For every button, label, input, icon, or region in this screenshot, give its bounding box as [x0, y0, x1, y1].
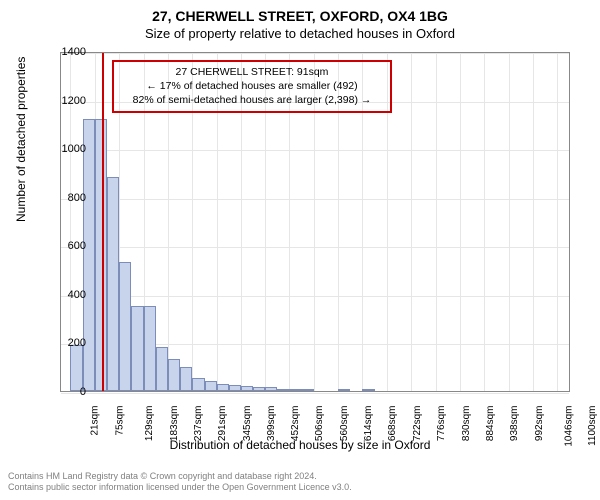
gridline-v [509, 53, 510, 391]
histogram-bar [70, 345, 82, 391]
x-tick-label: 614sqm [363, 406, 374, 442]
histogram-bar [180, 367, 192, 391]
gridline-h [61, 247, 569, 248]
y-axis-label: Number of detached properties [14, 57, 28, 222]
x-tick-label: 75sqm [114, 406, 125, 436]
x-tick-label: 722sqm [412, 406, 423, 442]
x-tick-label: 345sqm [242, 406, 253, 442]
annotation-line2: ← 17% of detached houses are smaller (49… [119, 79, 385, 93]
y-tick-label: 200 [46, 337, 86, 349]
x-tick-label: 938sqm [509, 406, 520, 442]
histogram-bar [107, 177, 119, 391]
histogram-bar [119, 262, 131, 391]
reference-line [102, 53, 104, 391]
gridline-v [460, 53, 461, 391]
histogram-bar [205, 381, 217, 391]
histogram-bar [217, 384, 229, 391]
x-tick-label: 183sqm [169, 406, 180, 442]
histogram-bar [229, 385, 241, 391]
annotation-line3: 82% of semi-detached houses are larger (… [119, 93, 385, 107]
y-tick-label: 1200 [46, 95, 86, 107]
footer-attribution: Contains HM Land Registry data © Crown c… [8, 471, 352, 494]
histogram-bar [168, 359, 180, 391]
y-tick-label: 600 [46, 240, 86, 252]
gridline-h [61, 199, 569, 200]
histogram-bar [95, 119, 107, 391]
x-tick-label: 506sqm [314, 406, 325, 442]
y-tick-label: 0 [46, 386, 86, 398]
y-tick-label: 1000 [46, 143, 86, 155]
gridline-v [484, 53, 485, 391]
histogram-bar [192, 378, 204, 391]
histogram-bar [131, 306, 143, 391]
histogram-bar [83, 119, 95, 391]
y-tick-label: 1400 [46, 46, 86, 58]
x-tick-label: 291sqm [217, 406, 228, 442]
x-tick-label: 830sqm [461, 406, 472, 442]
histogram-bar [302, 389, 314, 391]
gridline-h [61, 296, 569, 297]
histogram-bar [156, 347, 168, 391]
gridline-h [61, 150, 569, 151]
chart-title-main: 27, CHERWELL STREET, OXFORD, OX4 1BG [0, 0, 600, 24]
histogram-bar [144, 306, 156, 391]
gridline-v [436, 53, 437, 391]
annotation-line1: 27 CHERWELL STREET: 91sqm [119, 65, 385, 79]
x-tick-label: 776sqm [436, 406, 447, 442]
footer-line2: Contains public sector information licen… [8, 482, 352, 494]
histogram-bar [338, 389, 350, 391]
x-tick-label: 1100sqm [587, 406, 598, 446]
gridline-v [557, 53, 558, 391]
x-tick-label: 668sqm [388, 406, 399, 442]
x-tick-label: 1046sqm [564, 406, 575, 447]
histogram-bar [362, 389, 374, 391]
gridline-v [411, 53, 412, 391]
x-tick-label: 452sqm [290, 406, 301, 442]
x-tick-label: 129sqm [144, 406, 155, 442]
histogram-bar [241, 386, 253, 391]
y-tick-label: 400 [46, 289, 86, 301]
histogram-bar [265, 387, 277, 391]
x-tick-label: 237sqm [193, 406, 204, 442]
chart-title-sub: Size of property relative to detached ho… [0, 24, 600, 47]
histogram-bar [253, 387, 265, 391]
histogram-bar [289, 389, 301, 391]
gridline-v [533, 53, 534, 391]
gridline-h [61, 53, 569, 54]
chart-area: 27 CHERWELL STREET: 91sqm ← 17% of detac… [60, 52, 570, 392]
y-tick-label: 800 [46, 192, 86, 204]
histogram-bar [277, 389, 289, 391]
annotation-box: 27 CHERWELL STREET: 91sqm ← 17% of detac… [112, 60, 392, 113]
x-tick-label: 992sqm [534, 406, 545, 442]
footer-line1: Contains HM Land Registry data © Crown c… [8, 471, 352, 483]
x-tick-label: 399sqm [266, 406, 277, 442]
gridline-h [61, 393, 569, 394]
x-tick-label: 884sqm [485, 406, 496, 442]
x-tick-label: 21sqm [90, 406, 101, 436]
x-tick-label: 560sqm [339, 406, 350, 442]
